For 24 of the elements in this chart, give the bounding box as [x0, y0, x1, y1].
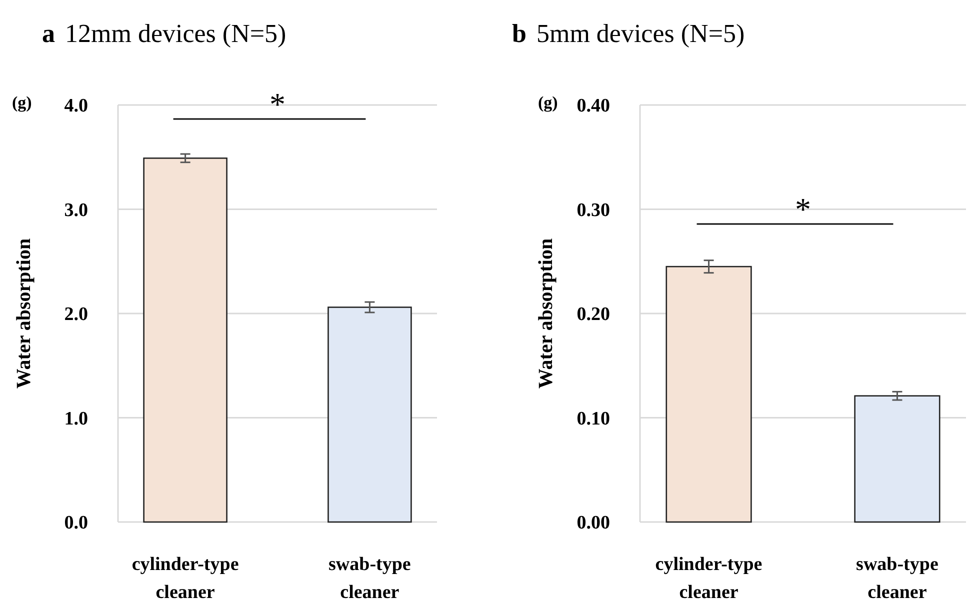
y-tick-label: 1.0 — [64, 408, 88, 430]
x-tick-label: cylinder-type cleaner — [655, 554, 762, 603]
x-tick-label: cylinder-type cleaner — [132, 554, 239, 603]
x-tick-label: swab-type cleaner — [328, 554, 411, 603]
y-tick-label: 0.00 — [576, 512, 610, 534]
y-tick-label: 0.10 — [576, 408, 610, 430]
y-axis-title: Water absorption — [13, 238, 35, 389]
text: a — [42, 19, 55, 48]
annotation: * — [270, 86, 286, 122]
y-tick-label: 0.30 — [576, 200, 610, 221]
y-tick-label: 3.0 — [64, 200, 88, 221]
y-tick-label: 2.0 — [64, 304, 88, 326]
chart-title: 12mm devices (N=5) — [65, 19, 286, 48]
y-axis-title: Water absorption — [535, 238, 557, 389]
text: b — [512, 19, 526, 48]
y-tick-label: 4.0 — [64, 96, 88, 117]
x-tick-label: swab-type cleaner — [856, 554, 938, 603]
annotation: * — [795, 191, 811, 227]
text: (g) — [538, 93, 558, 112]
y-tick-label: 0.40 — [576, 96, 610, 117]
text: (g) — [12, 93, 32, 112]
chart-title: 5mm devices (N=5) — [536, 19, 745, 48]
y-tick-label: 0.0 — [64, 512, 88, 534]
y-tick-label: 0.20 — [576, 304, 610, 326]
